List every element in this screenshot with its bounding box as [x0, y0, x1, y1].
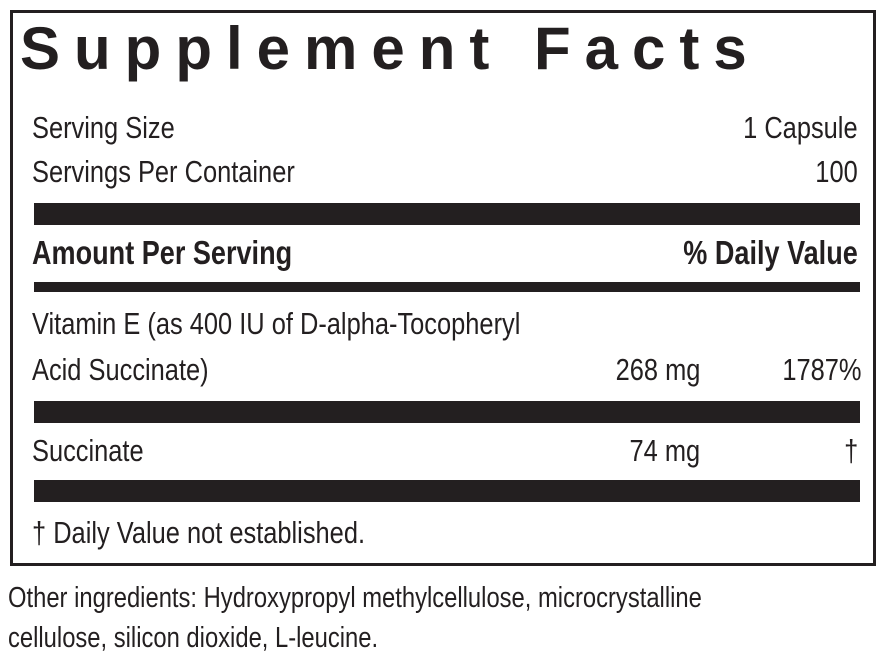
amount-header: Amount Per Serving	[32, 234, 293, 271]
divider-medium	[34, 282, 860, 292]
panel-title: Supplement Facts	[20, 15, 761, 82]
dv-header: % Daily Value	[683, 234, 858, 271]
vitamin-e-amount: 268 mg	[615, 352, 700, 387]
vitamin-e-name-line1: Vitamin E (as 400 IU of D-alpha-Tocopher…	[32, 306, 521, 341]
divider-thick	[34, 480, 860, 502]
serving-size-value: 1 Capsule	[743, 110, 858, 145]
succinate-name: Succinate	[32, 433, 144, 468]
succinate-amount: 74 mg	[629, 433, 700, 468]
vitamin-e-name-line2: Acid Succinate)	[32, 352, 209, 387]
other-ingredients-line2: cellulose, silicon dioxide, L-leucine.	[8, 622, 379, 654]
servings-label: Servings Per Container	[32, 154, 295, 189]
vitamin-e-dv: 1787%	[782, 352, 862, 387]
footnote: † Daily Value not established.	[32, 515, 366, 550]
other-ingredients-line1: Other ingredients: Hydroxypropyl methylc…	[8, 582, 702, 614]
succinate-dv: †	[843, 433, 858, 468]
supplement-facts-panel	[10, 10, 876, 566]
divider-thick	[34, 203, 860, 225]
serving-size-label: Serving Size	[32, 110, 175, 145]
servings-value: 100	[815, 154, 858, 189]
divider-thick	[34, 401, 860, 423]
